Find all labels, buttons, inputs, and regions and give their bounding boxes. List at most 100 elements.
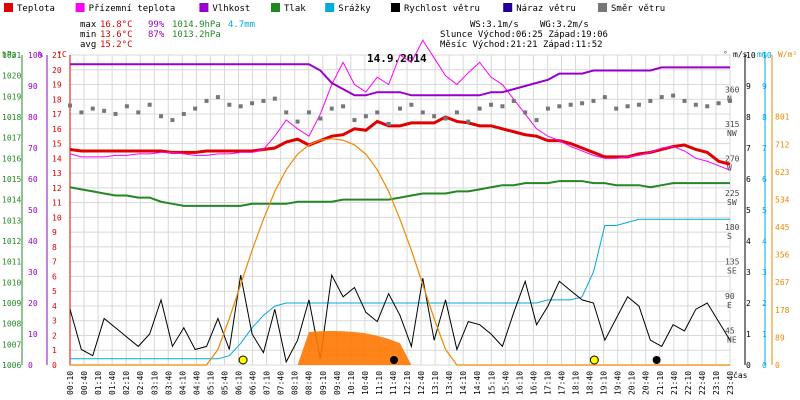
hpa-tick-label: 1012 xyxy=(2,237,21,246)
stat-min-press: 1013.2hPa xyxy=(172,30,221,40)
axis-mm-unit: mm xyxy=(757,50,767,59)
wind-dir-point xyxy=(614,106,619,111)
stat-sun: Slunce Východ:06:25 Západ:19:06 xyxy=(440,30,608,40)
wind-dir-point xyxy=(477,106,482,111)
legend-label: Vlhkost xyxy=(212,4,250,14)
temp-tick-label: 14 xyxy=(52,154,62,163)
wind-dir-point xyxy=(238,104,243,109)
mm-tick-label: 10 xyxy=(762,51,772,60)
axis-time-unit: čas xyxy=(733,370,748,380)
legend-label: Směr větru xyxy=(611,4,665,14)
dir-tick-compass: E xyxy=(727,301,732,310)
wind-dir-point xyxy=(500,104,505,109)
wind-dir-point xyxy=(625,104,630,109)
dir-tick-value: 360 xyxy=(725,85,740,94)
wm2-tick-label: 534 xyxy=(775,195,790,204)
pct-tick-label: 60 xyxy=(28,175,38,184)
hpa-tick-label: 1021 xyxy=(2,51,21,60)
dir-tick-value: 270 xyxy=(725,154,740,163)
x-tick-label: 06:40 xyxy=(249,371,258,395)
mm-tick-label: 4 xyxy=(762,237,767,246)
axis-temp-unit: °C xyxy=(57,50,67,59)
series-line-rychlost-větru xyxy=(69,273,731,364)
stat-ws: WS:3.1m/s xyxy=(470,20,519,30)
mm-tick-label: 2 xyxy=(762,299,767,308)
x-tick-label: 04:40 xyxy=(192,371,201,395)
stat-rain-total: 4.7mm xyxy=(228,20,255,30)
wm2-tick-label: 712 xyxy=(775,140,790,149)
mm-tick-label: 8 xyxy=(762,113,767,122)
legend-label: Srážky xyxy=(338,4,371,14)
hpa-tick-label: 1017 xyxy=(2,134,21,143)
legend-label: Náraz větru xyxy=(516,4,576,14)
axis-pct-unit: % xyxy=(38,50,43,59)
radiation-area xyxy=(70,331,730,365)
pct-tick-label: 90 xyxy=(28,82,38,91)
temp-tick-label: 18 xyxy=(52,95,62,104)
mm-tick-label: 3 xyxy=(762,268,767,277)
stat-wg: WG:3.2m/s xyxy=(540,20,589,30)
wind-dir-point xyxy=(159,114,164,119)
wind-dir-point xyxy=(329,106,334,111)
x-tick-label: 13:10 xyxy=(431,371,440,395)
series-line-tlak xyxy=(69,180,730,207)
wind-dir-point xyxy=(728,98,732,103)
x-tick-label: 18:10 xyxy=(572,371,581,395)
wind-dir-point xyxy=(68,103,72,108)
ms-tick-label: 0 xyxy=(746,361,751,370)
dir-tick-compass: NW xyxy=(727,129,737,138)
pct-tick-label: 40 xyxy=(28,237,38,246)
x-tick-label: 23:40 xyxy=(726,371,735,395)
temp-tick-label: 19 xyxy=(52,81,62,90)
mm-tick-label: 5 xyxy=(762,206,767,215)
dir-tick-value: 45 xyxy=(725,327,735,336)
x-tick-label: 08:40 xyxy=(305,371,314,395)
pct-tick-label: 80 xyxy=(28,113,38,122)
wind-dir-point xyxy=(124,104,129,109)
stat-max-press: 1014.9hPa xyxy=(172,20,221,30)
pct-tick-label: 0 xyxy=(28,361,33,370)
mm-tick-label: 6 xyxy=(762,175,767,184)
dir-tick-compass: SE xyxy=(727,267,737,276)
wm2-tick-label: 801 xyxy=(775,113,790,122)
x-tick-label: 03:40 xyxy=(164,371,173,395)
hpa-tick-label: 1018 xyxy=(2,113,21,122)
plot-area xyxy=(69,54,731,366)
axis-wm2-unit: W/m² xyxy=(778,50,797,59)
x-tick-label: 12:10 xyxy=(403,371,412,395)
legend-swatch xyxy=(4,3,13,12)
temp-tick-label: 11 xyxy=(52,199,62,208)
moonset-marker xyxy=(390,356,398,364)
x-tick-label: 17:40 xyxy=(557,371,566,395)
wind-dir-point xyxy=(295,119,300,124)
x-tick-label: 23:10 xyxy=(712,371,721,395)
axis-hpa-unit: hPa xyxy=(2,50,17,59)
wind-dir-point xyxy=(545,106,550,111)
x-tick-label: 17:10 xyxy=(543,371,552,395)
wind-dir-point xyxy=(113,111,118,116)
wind-dir-point xyxy=(466,119,471,124)
x-tick-label: 11:40 xyxy=(389,371,398,395)
temp-tick-label: 12 xyxy=(52,184,62,193)
wind-dir-point xyxy=(318,116,323,121)
wind-dir-point xyxy=(489,102,494,107)
ms-tick-label: 3 xyxy=(746,268,751,277)
stat-max-label: max xyxy=(80,20,97,30)
temp-tick-label: 6 xyxy=(52,272,57,281)
x-tick-label: 15:40 xyxy=(501,371,510,395)
sunrise-marker xyxy=(238,355,248,365)
wind-dir-point xyxy=(227,102,232,107)
wind-dir-point xyxy=(454,110,459,115)
wind-dir-point xyxy=(204,98,209,103)
wm2-tick-label: 623 xyxy=(775,168,790,177)
x-tick-label: 03:10 xyxy=(150,371,159,395)
wind-dir-point xyxy=(568,102,573,107)
x-tick-label: 22:40 xyxy=(698,371,707,395)
x-tick-label: 21:40 xyxy=(670,371,679,395)
stat-max-hum: 99% xyxy=(148,20,165,30)
wind-dir-point xyxy=(90,106,95,111)
hpa-tick-label: 1015 xyxy=(2,175,21,184)
mm-tick-label: 7 xyxy=(762,144,767,153)
